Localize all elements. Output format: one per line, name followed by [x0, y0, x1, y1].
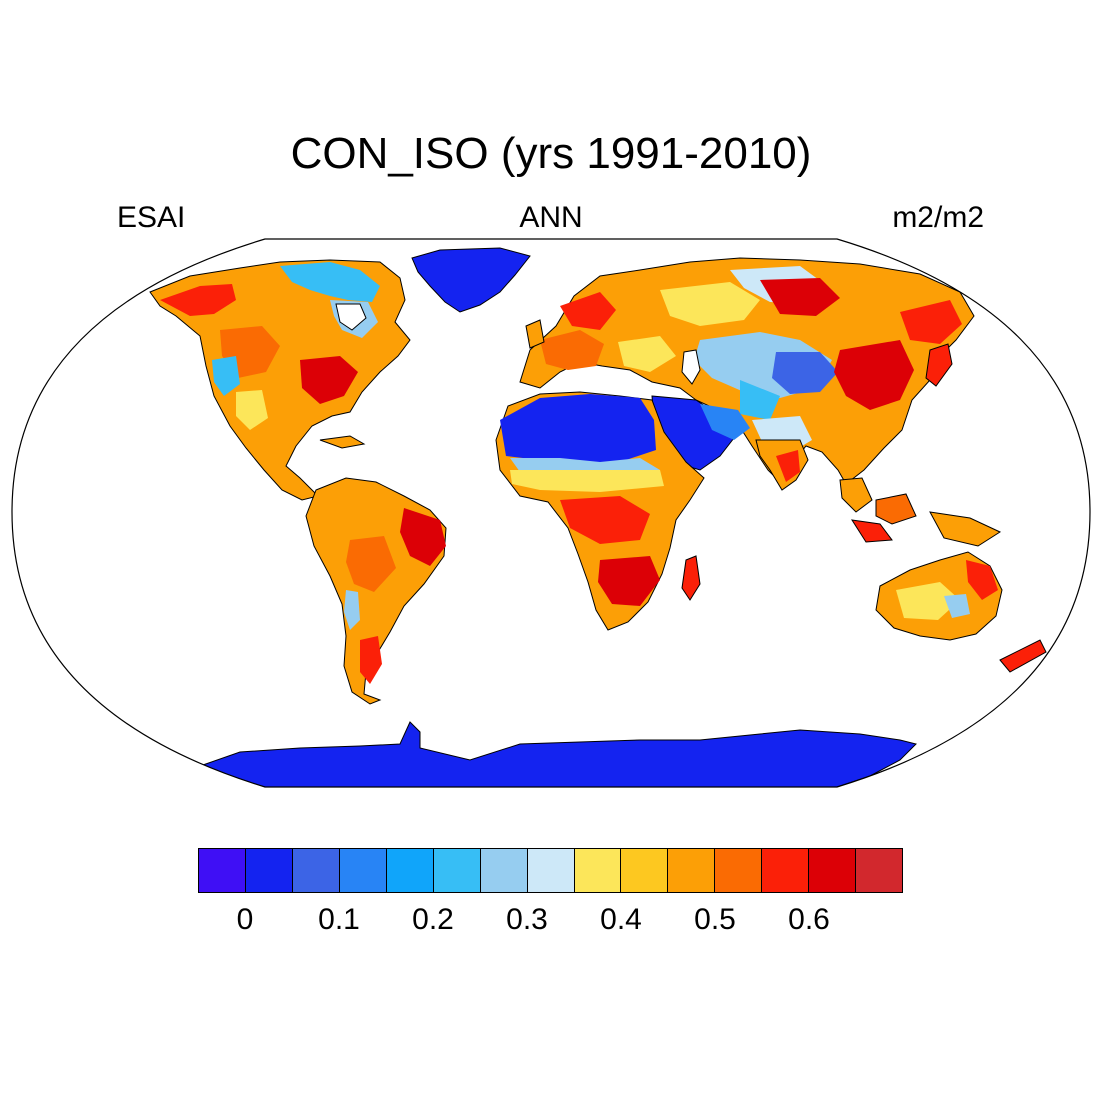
region-new-zealand [999, 639, 1047, 673]
colorbar-box [386, 849, 434, 892]
colorbar-tick-label: 0.4 [600, 903, 642, 936]
season-label: ANN [519, 201, 583, 234]
region-alaska-red [160, 284, 236, 316]
region-southern-africa-red [598, 556, 660, 606]
region-patagonia-red [360, 636, 382, 684]
colorbar-box [527, 849, 575, 892]
colorbar [198, 848, 903, 893]
region-arctic-canada [280, 262, 380, 302]
region-indochina [839, 477, 873, 513]
region-europe-orange [540, 330, 604, 370]
region-southwest-yellow [236, 390, 268, 430]
colorbar-labels: 0 0.1 0.2 0.3 0.4 0.5 0.6 [198, 900, 903, 940]
region-british-isles [525, 319, 545, 349]
map-border [11, 238, 1091, 788]
region-far-east-red [900, 300, 962, 344]
colorbar-tick-label: 0.2 [412, 903, 454, 936]
colorbar-tick-label: 0.5 [694, 903, 736, 936]
region-sahara [500, 394, 656, 464]
region-caribbean [319, 435, 366, 449]
region-amazon-orange [346, 536, 396, 592]
colorbar-box [668, 849, 716, 892]
region-eastern-us-red [300, 356, 358, 404]
colorbar-tick-label: 0.6 [788, 903, 830, 936]
colorbar-box [762, 849, 810, 892]
colorbar-tick-label: 0 [236, 903, 254, 936]
region-brazil-east-red [400, 508, 446, 566]
colorbar-tick-label: 0.3 [506, 903, 548, 936]
region-australia-interior [896, 582, 960, 620]
colorbar-box [856, 849, 903, 892]
plot-title: CON_ISO (yrs 1991-2010) [290, 129, 812, 178]
region-australia-blue [944, 594, 970, 618]
region-western-us-blue [212, 356, 240, 396]
colorbar-box [715, 849, 763, 892]
colorbar-box [809, 849, 857, 892]
colorbar-box [339, 849, 387, 892]
region-steppe-yellow [618, 336, 676, 372]
region-india-red [776, 450, 800, 482]
region-andes-blue [344, 590, 360, 630]
region-greenland [411, 247, 531, 313]
region-sahel-yellow [510, 470, 664, 492]
colorbar-box [480, 849, 528, 892]
region-tibet-darkblue [772, 352, 838, 394]
region-caspian-sea [681, 349, 701, 385]
colorbar-box [245, 849, 293, 892]
region-siberia-red [760, 278, 840, 316]
region-siberia-yellow [660, 282, 760, 326]
region-himalaya-blue [740, 380, 780, 420]
region-sumatra-java [850, 519, 893, 543]
colorbar-tick-label: 0.1 [318, 903, 360, 936]
region-central-africa-red [560, 496, 650, 544]
region-hudson-water [335, 303, 367, 331]
region-new-guinea [929, 511, 1002, 547]
colorbar-box [621, 849, 669, 892]
region-japan [925, 343, 953, 387]
colorbar-box [199, 849, 246, 892]
variable-label: ESAI [117, 201, 186, 234]
region-iran-blue [700, 404, 750, 440]
units-label: m2/m2 [892, 201, 984, 234]
region-australia-east-red [966, 560, 998, 600]
colorbar-box [574, 849, 622, 892]
region-scandinavia-red [560, 292, 616, 330]
region-east-asia-red [834, 340, 914, 410]
region-madagascar [681, 555, 701, 601]
region-borneo [875, 493, 917, 525]
colorbar-box [433, 849, 481, 892]
colorbar-box [292, 849, 340, 892]
